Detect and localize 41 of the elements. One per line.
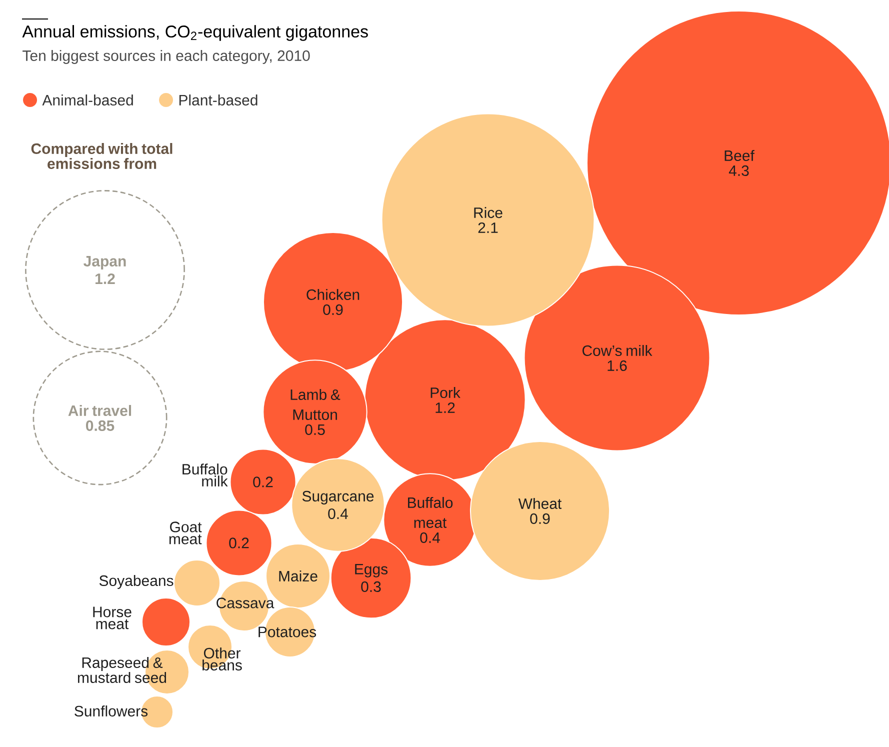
- category-label: Rice: [474, 207, 502, 218]
- category-label: Cassava: [216, 598, 274, 608]
- data-label: 0.2: [253, 476, 273, 488]
- data-label: 0.4: [420, 532, 440, 543]
- category-label: Lamb & Mutton: [290, 388, 340, 420]
- legend-label: Animal-based: [42, 94, 133, 106]
- category-label: Japan: [84, 256, 126, 270]
- category-label: Buffalo milk: [182, 464, 228, 486]
- data-label: 0.2: [229, 538, 249, 548]
- data-label: 0.85: [86, 420, 114, 431]
- legend-label: Plant-based: [179, 94, 258, 106]
- text: Ten biggest sources in each category, 2010: [22, 50, 310, 64]
- category-label: Cow’s milk: [582, 344, 652, 356]
- category-label: Wheat: [518, 498, 562, 509]
- data-label: 0.4: [328, 508, 348, 520]
- category-label: Other beans: [202, 647, 242, 670]
- data-label: 0.9: [530, 513, 550, 524]
- category-label: Maize: [279, 570, 318, 582]
- category-label: Air travel: [68, 404, 132, 416]
- category-label: Horse meat: [93, 606, 132, 630]
- data-label: 4.3: [728, 165, 749, 176]
- data-label: 1.6: [608, 360, 627, 371]
- category-label: Beef: [724, 150, 754, 161]
- category-label: Sugarcane: [302, 490, 374, 504]
- text: Annual emissions, CO$_{2}$-equivalent gigatonnes: [22, 25, 368, 41]
- category-label: Goat meat: [169, 522, 202, 544]
- category-label: Soyabeans: [99, 574, 174, 589]
- text: Compared with total emissions from: [31, 142, 172, 169]
- category-label: Pork: [430, 387, 460, 398]
- data-label: 1.2: [436, 402, 455, 413]
- data-label: 0.3: [361, 581, 381, 592]
- data-label: 0.5: [305, 424, 325, 435]
- category-label: Eggs: [355, 564, 388, 578]
- category-label: Sunflowers: [74, 705, 148, 716]
- data-label: 0.9: [323, 304, 343, 315]
- category-label: Rapeseed & mustard seed: [78, 656, 166, 683]
- category-label: Chicken: [306, 288, 360, 300]
- category-label: Potatoes: [258, 626, 316, 638]
- data-label: 1.2: [96, 273, 115, 284]
- category-label: Buffalo meat: [408, 496, 453, 528]
- data-label: 2.1: [478, 222, 498, 233]
